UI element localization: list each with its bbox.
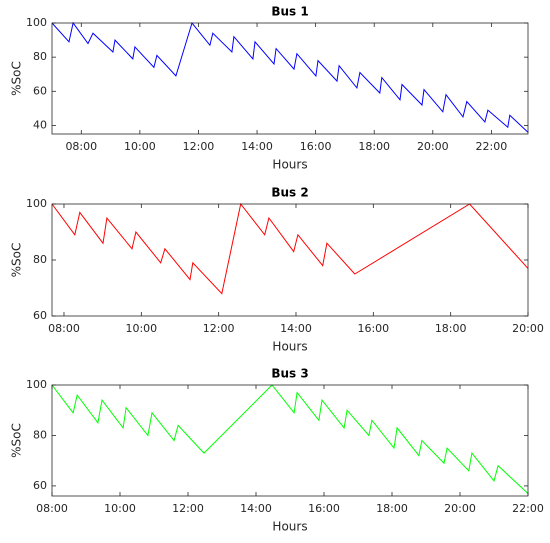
x-tick-label: 18:00 [376,502,408,515]
y-tick-label: 80 [33,428,47,441]
x-tick-label: 10:00 [125,322,157,335]
x-tick-label: 20:00 [417,140,449,153]
y-tick-label: 100 [26,378,47,391]
data-line [51,202,529,295]
x-tick-label: 14:00 [280,322,312,335]
x-axis-label: Hours [272,340,307,354]
chart-title: Bus 1 [271,5,308,19]
x-tick-label: 12:00 [203,322,235,335]
x-tick-label: 10:00 [124,140,156,153]
x-tick-label: 14:00 [241,140,273,153]
x-axis-label: Hours [272,158,307,172]
y-tick-label: 60 [33,84,47,97]
y-axis-label: %SoC [10,243,24,278]
x-axis-label: Hours [272,520,307,534]
y-axis-label: %SoC [10,423,24,458]
x-tick-label: 20:00 [444,502,476,515]
x-tick-label: 16:00 [357,322,389,335]
y-axis-label: %SoC [10,61,24,96]
y-tick-label: 40 [33,118,47,131]
x-tick-label: 08:00 [65,140,97,153]
data-line [51,21,529,133]
x-tick-label: 12:00 [172,502,204,515]
axes-background [52,23,528,134]
y-tick-label: 80 [33,50,47,63]
y-tick-label: 100 [26,197,47,210]
y-tick-label: 60 [33,479,47,492]
axes-background [52,204,528,316]
x-tick-label: 18:00 [358,140,390,153]
axes-background [52,385,528,496]
x-tick-label: 14:00 [240,502,272,515]
x-tick-label: 22:00 [476,140,508,153]
x-tick-label: 22:00 [512,502,544,515]
y-tick-label: 100 [26,16,47,29]
chart-title: Bus 2 [271,186,308,200]
x-tick-label: 10:00 [104,502,136,515]
x-tick-label: 18:00 [435,322,467,335]
x-tick-label: 12:00 [183,140,215,153]
x-tick-label: 08:00 [36,502,68,515]
axes-box [51,22,529,135]
x-tick-label: 16:00 [308,502,340,515]
x-tick-label: 08:00 [48,322,80,335]
x-tick-label: 20:00 [512,322,544,335]
y-tick-label: 60 [33,309,47,322]
data-line [51,384,529,494]
axes-box [51,384,529,497]
chart-title: Bus 3 [271,367,308,381]
y-tick-label: 80 [33,253,47,266]
x-tick-label: 16:00 [300,140,332,153]
